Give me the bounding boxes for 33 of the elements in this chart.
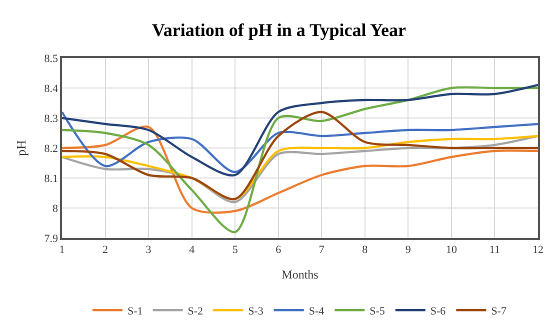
y-tick-label: 8.3 <box>44 112 59 125</box>
y-tick-label: 8.2 <box>44 142 58 155</box>
x-tick-label: 1 <box>59 244 65 256</box>
y-tick-label: 7.9 <box>44 232 59 245</box>
legend-label: S-1 <box>128 305 143 318</box>
line-series <box>62 86 538 234</box>
x-tick-label: 11 <box>489 244 500 256</box>
x-tick-label: 2 <box>102 244 108 256</box>
x-axis-title: Months <box>282 267 319 282</box>
y-tick-label: 8.4 <box>44 82 59 95</box>
x-tick-label: 10 <box>446 244 458 256</box>
y-tick-label: 8.5 <box>44 52 59 65</box>
y-tick-label: 8.1 <box>44 172 58 185</box>
legend-label: S-3 <box>248 305 264 318</box>
legend-label: S-6 <box>430 305 446 318</box>
legend-label: S-5 <box>370 305 386 318</box>
line-series <box>62 110 538 200</box>
y-axis-title: pH <box>14 140 29 156</box>
chart-title: Variation of pH in a Typical Year <box>152 20 406 40</box>
line-series <box>62 110 538 174</box>
legend-label: S-4 <box>308 305 325 318</box>
x-tick-label: 7 <box>318 244 325 256</box>
x-tick-label: 4 <box>189 244 196 256</box>
x-tick-label: 6 <box>276 244 282 256</box>
x-tick-label: 8 <box>362 244 368 256</box>
x-tick-label: 12 <box>532 244 544 256</box>
legend-label: S-2 <box>188 305 204 318</box>
x-tick-label: 9 <box>405 244 412 256</box>
line-series <box>62 84 538 176</box>
legend-label: S-7 <box>491 305 507 318</box>
x-tick-label: 5 <box>232 244 238 256</box>
x-tick-label: 3 <box>146 244 152 256</box>
y-tick-label: 8 <box>52 202 59 215</box>
